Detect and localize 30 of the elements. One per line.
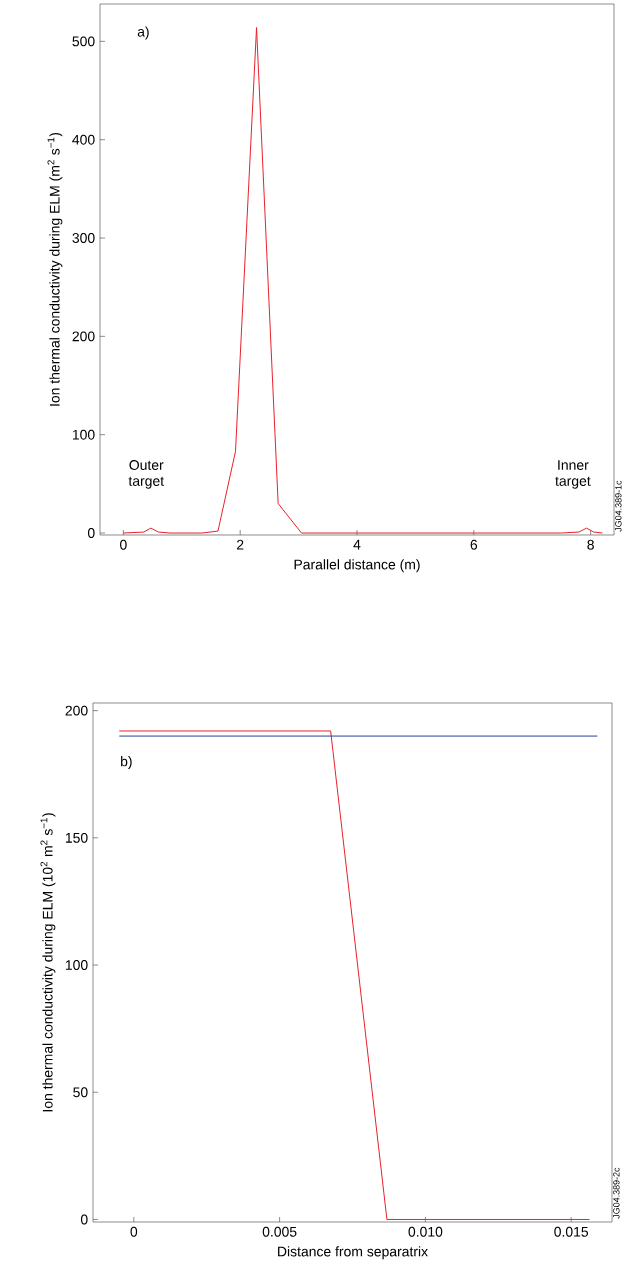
x-tick-label: 0.015: [554, 1226, 589, 1237]
y-tick-label: 150: [65, 832, 88, 843]
x-tick-label: 8: [587, 539, 594, 550]
y-tick-label: 100: [72, 429, 95, 440]
y-tick-label: 100: [65, 960, 88, 970]
x-tick-label: 4: [353, 539, 361, 550]
x-axis-title: Parallel distance (m): [294, 559, 420, 573]
y-tick-label: 300: [72, 233, 95, 243]
annotation: b): [121, 756, 132, 770]
x-tick-label: 2: [237, 539, 244, 550]
annotation: a): [137, 26, 149, 40]
x-tick-label: 0.005: [262, 1226, 297, 1237]
y-tick-label: 0: [80, 1214, 88, 1225]
y-axis-title: Ion thermal conductivity during ELM (10$^{2}$ m$^{2}$ s$^{−1}$): [40, 813, 56, 1112]
x-tick-label: 6: [470, 539, 478, 550]
x-tick-label: 0.010: [408, 1226, 443, 1237]
y-axis-title: Ion thermal conductivity during ELM (m$^{2}$ s$^{−1}$): [47, 132, 63, 406]
text: JG04.389-2c: [613, 1167, 620, 1219]
y-tick-label: 200: [72, 331, 95, 342]
y-tick-label: 50: [73, 1087, 88, 1098]
x-tick-label: 0: [120, 539, 127, 550]
x-tick-label: 0: [130, 1226, 138, 1237]
annotation: Outer target: [128, 460, 164, 489]
y-tick-label: 200: [65, 705, 88, 716]
y-tick-label: 400: [72, 134, 95, 145]
x-axis-title: Distance from separatrix: [278, 1246, 428, 1260]
annotation: Inner target: [555, 460, 591, 489]
y-tick-label: 0: [87, 528, 95, 538]
text: JG04.389-1c: [615, 480, 622, 532]
y-tick-label: 500: [72, 36, 95, 47]
